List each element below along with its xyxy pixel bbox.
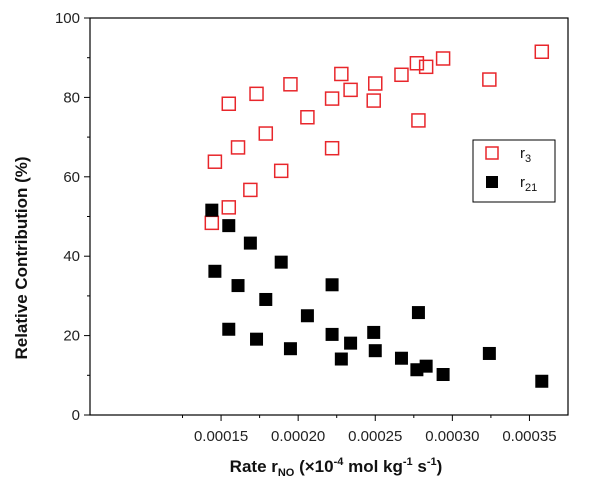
- r3-point: [283, 77, 298, 92]
- x-axis-title-sub: NO: [278, 467, 295, 479]
- r21-point: [208, 264, 222, 278]
- y-tick-label: 0: [72, 407, 80, 424]
- x-axis-title-units-mid: mol kg: [343, 457, 403, 476]
- r3-point: [204, 215, 220, 231]
- x-axis-title-units-pre: (×10: [294, 457, 333, 476]
- r3-point: [273, 163, 289, 179]
- r21-point: [334, 352, 348, 366]
- x-axis-title: Rate rNO (×10-4 mol kg-1 s-1): [230, 456, 443, 479]
- legend-label-r3: r3: [520, 145, 531, 165]
- r3-point: [368, 76, 383, 91]
- r21-point: [394, 351, 408, 365]
- r3-point: [435, 51, 451, 66]
- r3-point: [324, 91, 340, 106]
- r3-point: [324, 140, 340, 156]
- r3-point: [243, 182, 258, 198]
- r21-point: [231, 279, 245, 293]
- y-axis-title: Relative Contribution (%): [12, 156, 31, 359]
- y-tick-label: 20: [63, 328, 80, 345]
- r21-point: [367, 325, 381, 339]
- axis-ticks: 0.00015 0.00020 0.00025 0.00030 0.00035 0 20 40…: [55, 10, 557, 445]
- x-tick-label: 0.00025: [348, 428, 402, 445]
- x-tick-label: 0.00015: [194, 428, 248, 445]
- r3-point: [221, 96, 237, 112]
- r3-point: [394, 67, 409, 83]
- r3-point: [207, 154, 223, 169]
- r21-point: [419, 359, 433, 373]
- r3-point: [221, 200, 237, 215]
- r3-point: [411, 113, 426, 128]
- r3-point: [300, 110, 315, 125]
- r3-point: [409, 56, 425, 71]
- r3-point: [230, 140, 246, 155]
- x-axis-title-exp-2: -1: [403, 456, 413, 468]
- x-axis-title-exp-1: -4: [334, 456, 345, 468]
- r3-point: [534, 44, 550, 59]
- r3-point: [366, 93, 381, 108]
- data-points: [204, 44, 550, 388]
- legend-label-r21: r21: [520, 174, 537, 194]
- r3-point: [249, 86, 264, 102]
- r21-point: [250, 332, 264, 346]
- y-tick-label: 60: [63, 169, 80, 186]
- x-axis-title-units-post: ): [437, 457, 443, 476]
- legend: r3 r21: [472, 139, 556, 203]
- r21-point: [325, 327, 339, 341]
- r21-point: [283, 342, 297, 356]
- r3-point: [482, 72, 497, 87]
- r21-point: [222, 322, 236, 336]
- x-tick-label: 0.00020: [271, 428, 325, 445]
- y-tick-label: 80: [63, 89, 80, 106]
- r21-point: [205, 203, 219, 217]
- x-tick-label: 0.00030: [425, 428, 479, 445]
- r21-point: [368, 344, 382, 358]
- r21-point: [222, 219, 236, 233]
- x-axis-title-units-mid2: s: [413, 457, 427, 476]
- x-tick-label: 0.00035: [502, 428, 556, 445]
- legend-marker-r21: [486, 176, 498, 188]
- r21-point: [259, 292, 273, 306]
- r21-point: [243, 236, 257, 250]
- y-tick-label: 40: [63, 248, 80, 265]
- r3-point: [343, 82, 358, 98]
- r3-point: [258, 126, 274, 141]
- r21-point: [344, 336, 358, 350]
- x-axis-title-main: Rate r: [230, 457, 279, 476]
- r3-point: [334, 66, 349, 82]
- r21-point: [411, 306, 425, 320]
- r3-point: [418, 59, 434, 75]
- legend-marker-r3: [485, 146, 499, 160]
- r21-point: [436, 368, 450, 382]
- r21-point: [482, 346, 496, 360]
- r21-point: [274, 255, 288, 269]
- r21-point: [300, 309, 314, 323]
- r21-point: [535, 374, 549, 388]
- r21-point: [325, 278, 339, 292]
- x-axis-title-exp-3: -1: [427, 456, 437, 468]
- y-tick-label: 100: [55, 10, 80, 27]
